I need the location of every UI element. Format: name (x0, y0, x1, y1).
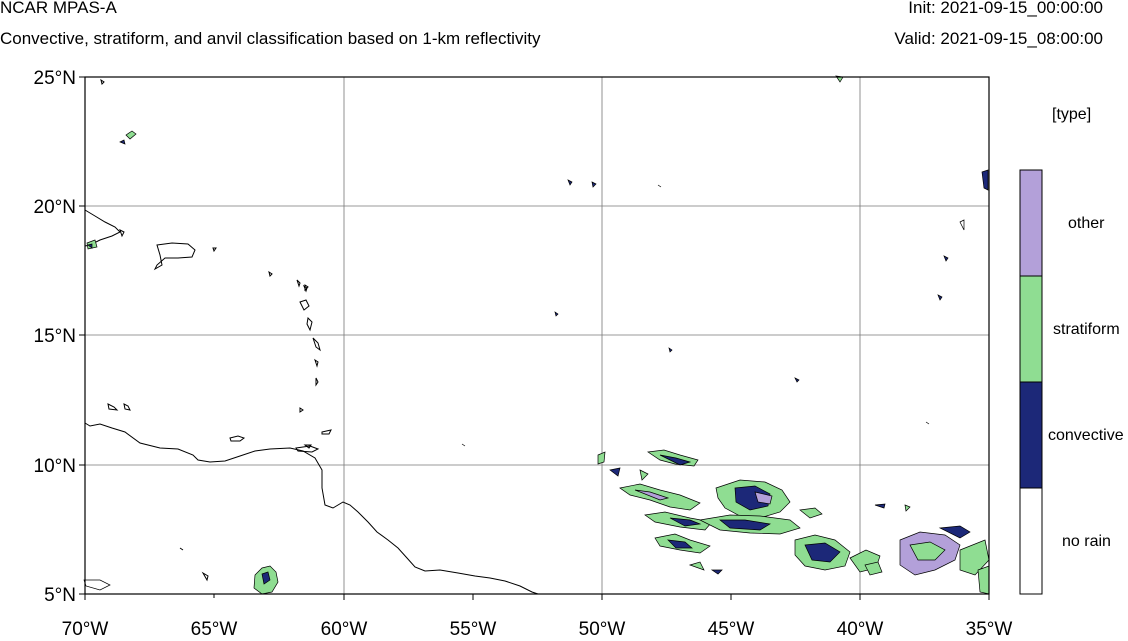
map-gridlines (85, 77, 989, 594)
legend-title: [type] (1052, 106, 1092, 123)
legend-swatch-convective (1019, 381, 1043, 489)
legend-label-stratiform: stratiform (1053, 321, 1120, 338)
lat-tick-label: 10°N (34, 456, 76, 477)
legend-label-no-rain: no rain (1062, 533, 1111, 550)
legend-swatch-no-rain (1019, 487, 1043, 595)
lon-tick-label: 35°W (966, 619, 1013, 640)
lon-tick-label: 60°W (321, 619, 368, 640)
legend-label-other: other (1068, 215, 1105, 232)
map-frame (84, 76, 990, 595)
lon-tick-label: 70°W (62, 619, 109, 640)
axis-ticks (79, 76, 990, 600)
lon-tick-label: 55°W (450, 619, 497, 640)
lat-tick-label: 15°N (34, 326, 76, 347)
lon-tick-label: 40°W (837, 619, 884, 640)
plot-title: NCAR MPAS-A (0, 0, 117, 17)
valid-time: Valid: 2021-09-15_08:00:00 (894, 29, 1103, 48)
lon-tick-label: 50°W (579, 619, 626, 640)
coastlines (84, 78, 539, 595)
legend-colorbar (1019, 169, 1043, 595)
lat-tick-label: 25°N (34, 68, 76, 89)
legend-label-convective: convective (1048, 427, 1124, 444)
plot-subtitle: Convective, stratiform, and anvil classi… (0, 29, 541, 48)
lat-tick-label: 20°N (34, 197, 76, 218)
legend-swatch-stratiform (1019, 275, 1043, 383)
lon-tick-label: 65°W (191, 619, 238, 640)
legend-swatch-other (1019, 169, 1043, 277)
init-time: Init: 2021-09-15_00:00:00 (908, 0, 1103, 17)
lon-tick-label: 45°W (708, 619, 755, 640)
lat-tick-label: 5°N (44, 585, 76, 606)
precip-features (83, 75, 990, 595)
